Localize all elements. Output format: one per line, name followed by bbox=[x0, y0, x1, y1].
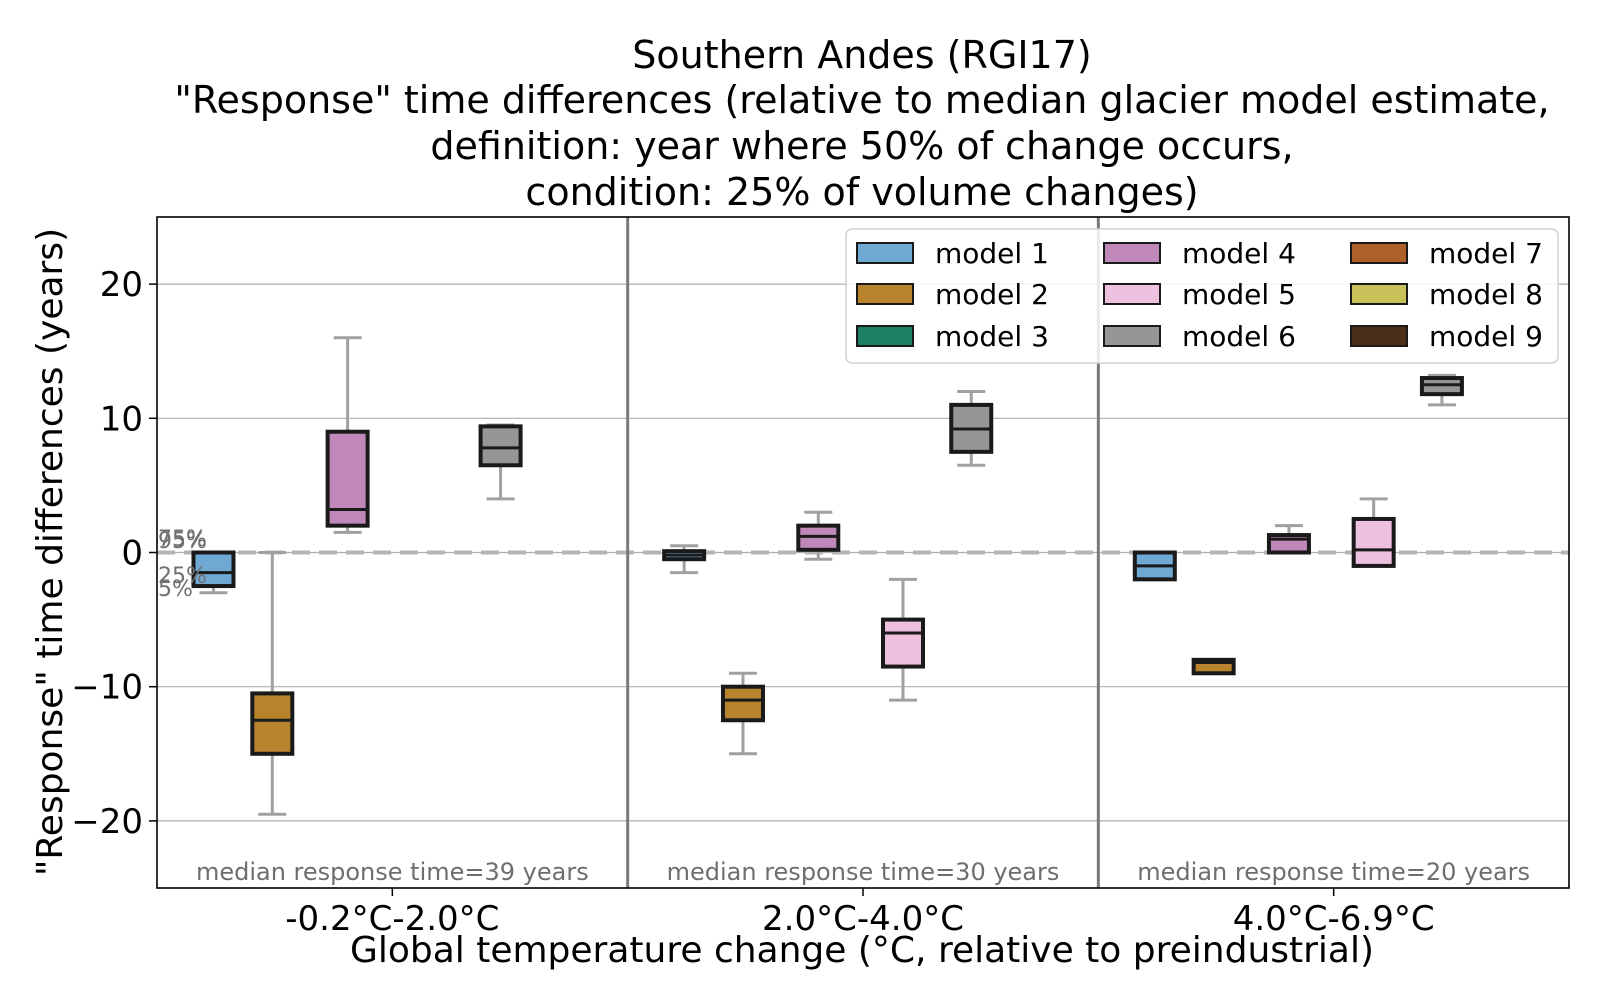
percentile-label: 75% bbox=[158, 527, 207, 552]
y-tick-label: 20 bbox=[100, 265, 143, 305]
x-axis-label: Global temperature change (°C, relative … bbox=[350, 930, 1374, 971]
legend-swatch bbox=[1103, 325, 1161, 347]
legend-swatch bbox=[1103, 242, 1161, 264]
title-line: definition: year where 50% of change occ… bbox=[430, 124, 1293, 168]
box-plot bbox=[720, 671, 765, 756]
x-axis: -0.2°C-2.0°C 2.0°C-4.0°C 4.0°C-6.9°C bbox=[285, 888, 1435, 939]
title-line: condition: 25% of volume changes) bbox=[525, 170, 1198, 214]
box-iqr bbox=[325, 429, 370, 528]
legend-item: model 4 bbox=[1103, 237, 1296, 270]
box-iqr bbox=[1351, 516, 1396, 568]
percentile-label: 25% bbox=[158, 564, 207, 589]
legend-item: model 5 bbox=[1103, 278, 1296, 311]
x-tick-label: 2.0°C-4.0°C bbox=[762, 899, 964, 939]
percentile-label: 5% bbox=[158, 577, 193, 602]
legend-item: model 3 bbox=[856, 320, 1049, 353]
legend-label: model 7 bbox=[1429, 237, 1543, 270]
x-tick-label: -0.2°C-2.0°C bbox=[285, 899, 499, 939]
y-axis: −20 −10 0 10 20 bbox=[71, 265, 157, 842]
y-tick-label: −20 bbox=[71, 802, 143, 842]
legend-item: model 1 bbox=[856, 237, 1049, 270]
box-iqr bbox=[881, 617, 926, 669]
box-plot bbox=[881, 577, 926, 702]
legend-swatch bbox=[1350, 242, 1408, 264]
category-note: median response time=39 years bbox=[196, 858, 589, 886]
box-plot bbox=[1132, 550, 1177, 582]
y-tick-label: 0 bbox=[121, 534, 143, 574]
box-plot bbox=[325, 336, 370, 534]
category-note: median response time=20 years bbox=[1137, 858, 1530, 886]
legend-label: model 9 bbox=[1429, 320, 1543, 353]
box-iqr bbox=[478, 424, 523, 468]
legend-label: model 4 bbox=[1182, 237, 1296, 270]
legend-item: model 2 bbox=[856, 278, 1049, 311]
box-plot bbox=[1191, 657, 1236, 676]
legend-label: model 6 bbox=[1182, 320, 1296, 353]
box-plot bbox=[949, 389, 994, 467]
legend-swatch bbox=[1103, 283, 1161, 305]
legend-swatch bbox=[1350, 283, 1408, 305]
y-tick-label: 10 bbox=[100, 399, 143, 439]
title-line: Southern Andes (RGI17) bbox=[632, 33, 1091, 77]
box-plot bbox=[1419, 373, 1464, 407]
box-plot bbox=[1266, 524, 1311, 555]
box-plot bbox=[796, 510, 841, 561]
box-plot bbox=[250, 551, 295, 816]
box-plot bbox=[662, 544, 707, 575]
box-iqr bbox=[250, 691, 295, 756]
box-plot bbox=[191, 550, 236, 595]
legend-swatch bbox=[856, 283, 914, 305]
box-plot bbox=[478, 423, 523, 501]
legend-item: model 7 bbox=[1350, 237, 1543, 270]
legend-item: model 6 bbox=[1103, 320, 1296, 353]
legend: model 1 model 2 model 3 model 4 model 5 model… bbox=[845, 228, 1559, 364]
legend-item: model 9 bbox=[1350, 320, 1543, 353]
legend-label: model 2 bbox=[935, 278, 1049, 311]
x-tick-label: 4.0°C-6.9°C bbox=[1233, 899, 1435, 939]
box-iqr bbox=[720, 684, 765, 723]
legend-label: model 5 bbox=[1182, 278, 1296, 311]
legend-swatch bbox=[856, 242, 914, 264]
legend-label: model 1 bbox=[935, 237, 1049, 270]
category-note: median response time=30 years bbox=[667, 858, 1060, 886]
legend-item: model 8 bbox=[1350, 278, 1543, 311]
legend-swatch bbox=[856, 325, 914, 347]
box-iqr bbox=[191, 550, 236, 589]
legend-label: model 8 bbox=[1429, 278, 1543, 311]
chart-title: Southern Andes (RGI17) "Response" time d… bbox=[174, 33, 1549, 214]
box-plot bbox=[1351, 497, 1396, 568]
y-axis-label: "Response" time differences (years) bbox=[30, 228, 71, 876]
legend-swatch bbox=[1350, 325, 1408, 347]
category-notes: median response time=39 years median resp… bbox=[196, 858, 1530, 886]
percentile-labels: 95%75% 25%5% bbox=[158, 527, 207, 602]
title-line: "Response" time differences (relative to… bbox=[174, 78, 1549, 122]
legend-label: model 3 bbox=[935, 320, 1049, 353]
box-plots bbox=[191, 336, 1464, 816]
y-tick-label: −10 bbox=[71, 668, 143, 708]
percentile-label: 95% bbox=[158, 529, 207, 554]
